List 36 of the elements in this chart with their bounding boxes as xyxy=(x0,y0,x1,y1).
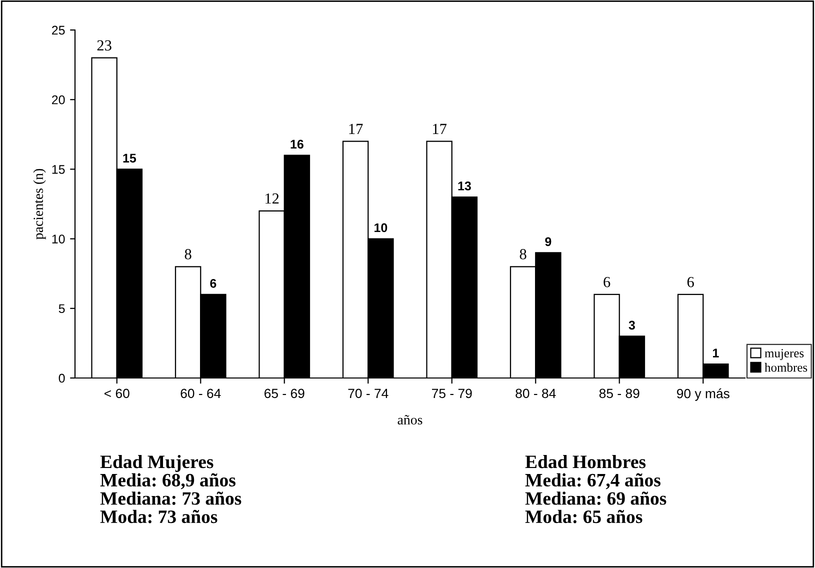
x-tick-label: < 60 xyxy=(104,388,130,398)
x-tick-label: 60 - 64 xyxy=(180,388,221,398)
x-tick-label: 75 - 79 xyxy=(432,388,472,398)
x-tick-label: 80 - 84 xyxy=(516,388,556,398)
x-tick-label: 85 - 89 xyxy=(599,388,640,398)
data-label: 1 xyxy=(713,348,719,358)
legend-label: mujeres xyxy=(764,349,804,360)
y-tick-label: 15 xyxy=(52,165,65,174)
data-label: 10 xyxy=(374,223,388,232)
y-tick-label: 20 xyxy=(52,95,65,104)
data-label: 16 xyxy=(290,140,304,149)
legend-label: hombres xyxy=(764,362,808,372)
y-tick-label: 10 xyxy=(52,234,65,244)
data-label: 8 xyxy=(520,249,526,260)
data-label: 9 xyxy=(545,237,552,246)
x-tick-label: 65 - 69 xyxy=(264,388,304,398)
data-label: 3 xyxy=(628,320,635,330)
data-label: 13 xyxy=(458,182,471,190)
x-axis-title: años xyxy=(398,415,422,425)
text: Edad Hombres Media: 67,4 años Mediana: 69 años Moda: 65 años xyxy=(525,455,666,524)
y-axis-title: pacientes (n) xyxy=(33,168,46,240)
y-tick-label: 5 xyxy=(58,304,65,314)
data-label: 17 xyxy=(433,124,447,134)
data-label: 23 xyxy=(97,40,112,51)
data-label: 17 xyxy=(349,124,363,134)
x-tick-label: 70 - 74 xyxy=(348,388,388,398)
data-label: 6 xyxy=(687,276,694,288)
data-label: 12 xyxy=(266,193,279,204)
data-label: 6 xyxy=(210,278,216,288)
y-tick-label: 0 xyxy=(58,374,65,383)
text: Edad Mujeres Media: 68,9 años Mediana: 73 años Moda: 73 años xyxy=(100,455,242,524)
y-tick-label: 25 xyxy=(52,26,65,35)
data-label: 8 xyxy=(184,249,192,260)
data-label: 15 xyxy=(123,154,136,163)
data-label: 6 xyxy=(604,276,610,288)
x-tick-label: 90 y más xyxy=(676,388,730,401)
